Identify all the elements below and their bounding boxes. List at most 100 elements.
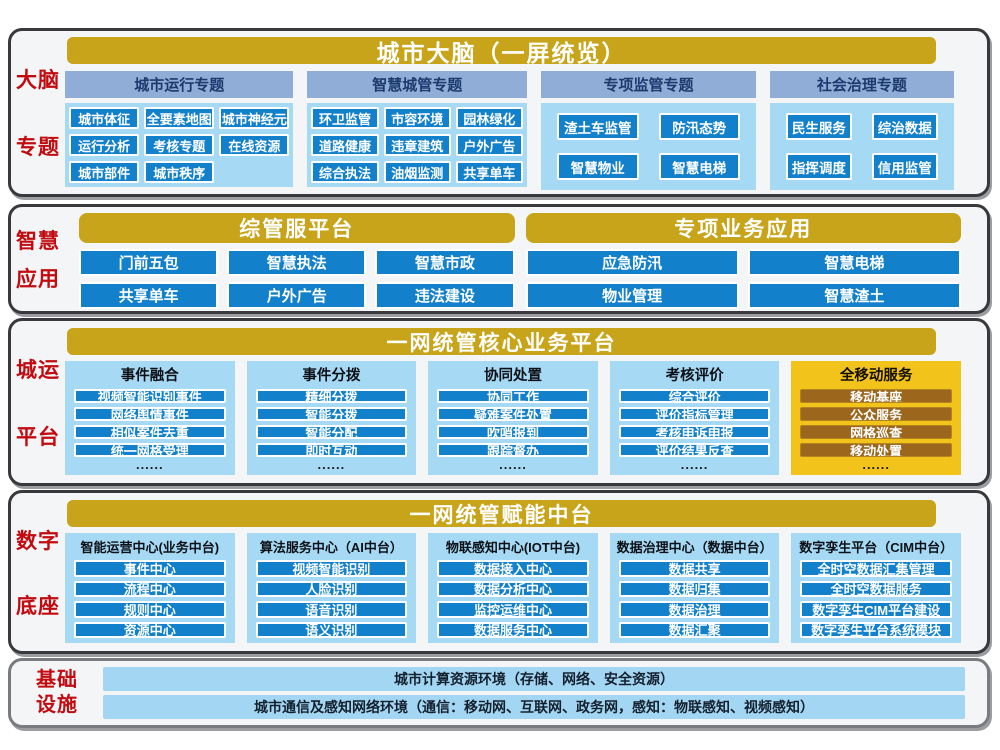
enable-column-iot-center: 物联感知中心(IOT中台) 数据接入中心 数据分析中心 监控运维中心 数据服务中… xyxy=(428,533,598,643)
side-label-line: 平台 xyxy=(16,425,60,449)
module-chip: 城市体征 xyxy=(69,107,140,129)
topic-group-header: 社会治理专题 xyxy=(770,71,954,98)
section-city-operation-platform: 城运 平台 一网统管核心业务平台 事件融合 视频智能识别事件 网络舆情事件 相似… xyxy=(8,318,990,486)
enable-side-label: 数字 底座 xyxy=(11,493,65,651)
section-smart-applications: 智慧 应用 综管服平台 门前五包 智慧执法 智慧市政 共享单车 户外广告 违法建… xyxy=(8,204,990,314)
module-chip: 综合评价 xyxy=(618,389,771,403)
module-chip: 公众服务 xyxy=(800,407,952,421)
module-chip: 信用监管 xyxy=(871,153,938,180)
side-label-line: 设施 xyxy=(36,694,78,716)
topic-group-header: 智慧城管专题 xyxy=(307,71,527,98)
column-header: 事件分拨 xyxy=(302,368,361,384)
platform-special-business: 专项业务应用 应急防汛 智慧电梯 物业管理 智慧渣土 xyxy=(525,213,961,309)
module-chip: 户外广告 xyxy=(227,282,367,309)
module-chip: 评价结果反查 xyxy=(618,443,771,457)
module-chip: 数据共享 xyxy=(618,560,771,577)
brain-content: 城市大脑（一屏统览） 城市运行专题 城市体征 全要素地图 城市神经元 运行分析 … xyxy=(65,31,987,194)
module-chip: 数据接入中心 xyxy=(437,560,589,577)
column-header: 数据治理中心（数据中台） xyxy=(616,539,773,555)
module-chip: 监控运维中心 xyxy=(437,601,589,618)
apps-side-label: 智慧 应用 xyxy=(11,207,65,311)
topic-group-smart-city-mgmt: 智慧城管专题 环卫监管 市容环境 园林绿化 道路健康 违章建筑 户外广告 综合执… xyxy=(307,71,527,187)
module-chip: 违法建设 xyxy=(375,282,515,309)
module-chip: 违章建筑 xyxy=(383,134,451,156)
side-label-line: 智慧 xyxy=(16,230,60,253)
topic-group-panel: 民生服务 综治数据 指挥调度 信用监管 xyxy=(770,103,954,190)
side-label-line: 基础 xyxy=(36,669,78,691)
module-chip: 数字孪生平台系统模块 xyxy=(800,621,952,638)
more-dots: ...... xyxy=(680,457,709,472)
topic-group-panel: 城市体征 全要素地图 城市神经元 运行分析 考核专题 在线资源 城市部件 城市秩… xyxy=(65,103,294,187)
topic-group-social-governance: 社会治理专题 民生服务 综治数据 指挥调度 信用监管 xyxy=(770,71,954,190)
core-column-event-dispatch: 事件分拨 精细分拨 智能分拨 智能分配 即时互动 ...... xyxy=(246,361,417,475)
core-title-bar: 一网统管核心业务平台 xyxy=(67,328,936,355)
module-chip: 考核申诉申报 xyxy=(618,425,771,439)
module-chip: 语音识别 xyxy=(255,601,408,618)
infra-side-label: 基础 设施 xyxy=(11,661,103,725)
module-chip: 智慧电梯 xyxy=(658,153,741,180)
column-header: 协同处置 xyxy=(483,368,542,384)
platform-title-bar: 专项业务应用 xyxy=(525,213,961,243)
enable-column-data-center: 数据治理中心（数据中台） 数据共享 数据归集 数据治理 数据汇聚 xyxy=(609,533,780,643)
enable-column-cim-center: 数字孪生平台（CIM中台） 全时空数据汇集管理 全时空数据服务 数字孪生CIM平… xyxy=(791,533,961,643)
module-chip: 智慧执法 xyxy=(227,249,367,276)
module-chip: 防汛态势 xyxy=(658,113,741,140)
module-chip: 移动基座 xyxy=(800,389,952,403)
column-header: 考核评价 xyxy=(665,368,724,384)
module-chip: 全时空数据服务 xyxy=(800,580,952,597)
section-digital-base: 数字 底座 一网统管赋能中台 智能运营中心(业务中台) 事件中心 流程中心 规则… xyxy=(8,490,990,654)
more-dots: ...... xyxy=(135,457,164,472)
module-chip: 智慧物业 xyxy=(556,153,639,180)
core-content: 一网统管核心业务平台 事件融合 视频智能识别事件 网络舆情事件 相似案件去重 统… xyxy=(65,321,987,483)
module-chip: 在线资源 xyxy=(219,134,290,156)
module-chip: 人脸识别 xyxy=(255,580,408,597)
module-chip: 共享单车 xyxy=(455,161,523,183)
module-chip: 即时互动 xyxy=(255,443,408,457)
column-header: 智能运营中心(业务中台) xyxy=(80,539,220,555)
infra-bar-computing: 城市计算资源环境（存储、网络、安全资源） xyxy=(103,667,965,691)
module-chip: 综合执法 xyxy=(311,161,379,183)
brain-title-bar: 城市大脑（一屏统览） xyxy=(67,37,936,66)
module-chip: 数字孪生CIM平台建设 xyxy=(800,601,952,618)
infra-bars: 城市计算资源环境（存储、网络、安全资源） 城市通信及感知网络环境（通信：移动网、… xyxy=(103,661,987,725)
module-chip: 油烟监测 xyxy=(383,161,451,183)
enable-column-business-center: 智能运营中心(业务中台) 事件中心 流程中心 规则中心 资源中心 xyxy=(65,533,235,643)
module-chip: 指挥调度 xyxy=(786,153,852,180)
module-chip: 智慧电梯 xyxy=(747,249,961,276)
apps-platforms-row: 综管服平台 门前五包 智慧执法 智慧市政 共享单车 户外广告 违法建设 专项业务… xyxy=(79,213,961,309)
more-dots: ...... xyxy=(499,457,527,472)
module-chip: 市容环境 xyxy=(383,107,451,129)
side-label-line: 底座 xyxy=(16,594,60,618)
brain-groups-row: 城市运行专题 城市体征 全要素地图 城市神经元 运行分析 考核专题 在线资源 城… xyxy=(65,71,961,190)
infra-bar-network: 城市通信及感知网络环境（通信：移动网、互联网、政务网，感知：物联感知、视频感知） xyxy=(103,695,965,719)
module-chip: 规则中心 xyxy=(74,601,226,618)
column-header: 事件融合 xyxy=(120,368,179,384)
module-chip: 资源中心 xyxy=(74,621,226,638)
module-chip: 共享单车 xyxy=(79,282,219,309)
platform-comprehensive-mgmt: 综管服平台 门前五包 智慧执法 智慧市政 共享单车 户外广告 违法建设 xyxy=(79,213,515,309)
enable-content: 一网统管赋能中台 智能运营中心(业务中台) 事件中心 流程中心 规则中心 资源中… xyxy=(65,493,987,651)
apps-content: 综管服平台 门前五包 智慧执法 智慧市政 共享单车 户外广告 违法建设 专项业务… xyxy=(65,207,987,311)
module-chip: 智慧市政 xyxy=(375,249,515,276)
topic-group-panel: 环卫监管 市容环境 园林绿化 道路健康 违章建筑 户外广告 综合执法 油烟监测 … xyxy=(307,103,527,187)
module-chip: 评价指标管理 xyxy=(618,407,771,421)
side-label-line: 大脑 xyxy=(16,68,60,92)
section-infrastructure: 基础 设施 城市计算资源环境（存储、网络、安全资源） 城市通信及感知网络环境（通… xyxy=(8,658,990,728)
module-chip: 城市神经元 xyxy=(219,107,290,129)
module-chip: 疑难案件处置 xyxy=(437,407,589,421)
column-header: 数字孪生平台（CIM中台） xyxy=(799,539,954,555)
brain-side-label: 大脑 专题 xyxy=(11,31,65,194)
module-chip: 户外广告 xyxy=(455,134,523,156)
module-chip: 考核专题 xyxy=(144,134,215,156)
module-chip: 全时空数据汇集管理 xyxy=(800,560,952,577)
section-brain-topics: 大脑 专题 城市大脑（一屏统览） 城市运行专题 城市体征 全要素地图 城市神经元… xyxy=(8,28,990,197)
module-chip: 园林绿化 xyxy=(455,107,523,129)
module-chip: 流程中心 xyxy=(74,580,226,597)
topic-group-header: 城市运行专题 xyxy=(65,71,294,98)
module-chip: 渣土车监管 xyxy=(556,113,639,140)
module-chip: 城市秩序 xyxy=(144,161,215,183)
topic-group-header: 专项监管专题 xyxy=(540,71,757,98)
module-chip: 事件中心 xyxy=(74,560,226,577)
side-label-line: 数字 xyxy=(16,529,60,553)
